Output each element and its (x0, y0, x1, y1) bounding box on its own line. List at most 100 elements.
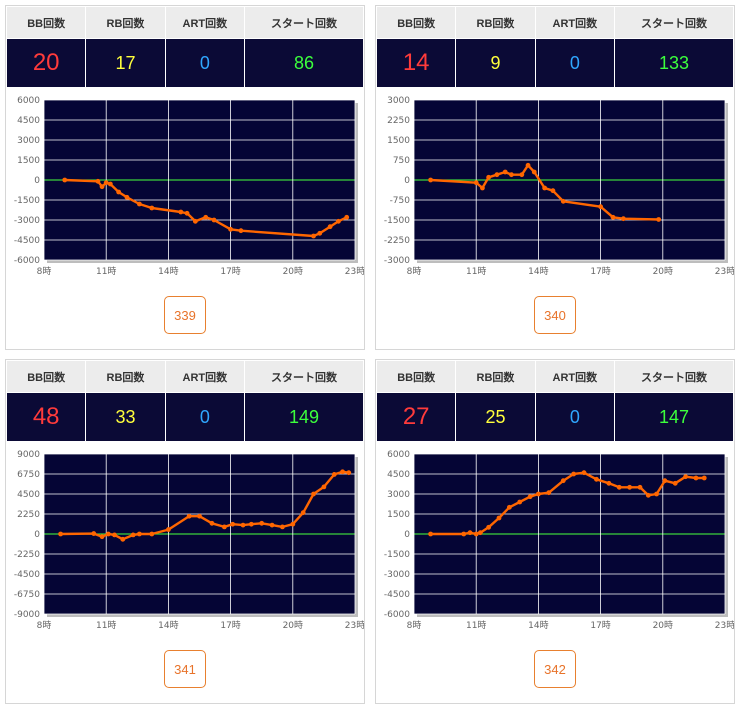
data-point (560, 198, 566, 204)
data-point (228, 226, 234, 232)
y-tick-label: 4500 (17, 490, 40, 500)
rb-count: 33 (85, 392, 166, 442)
data-point (494, 172, 500, 178)
data-point (683, 474, 689, 480)
data-point (107, 181, 113, 187)
x-tick-label: 23時 (345, 620, 364, 631)
data-point (461, 531, 467, 537)
x-tick-label: 14時 (528, 620, 548, 631)
machine-card-340: BB回数 RB回数 ART回数 スタート回数 14 9 0 133 3000 22… (375, 5, 735, 350)
machine-number-button[interactable]: 341 (164, 650, 206, 688)
y-tick-label: 0 (404, 176, 410, 186)
rb-count: 25 (455, 392, 536, 442)
data-point (581, 470, 587, 476)
data-point (480, 185, 485, 191)
data-point (542, 185, 548, 191)
data-point (621, 216, 626, 222)
machine-number-button[interactable]: 339 (164, 296, 206, 334)
data-point (149, 205, 155, 211)
rb-header: RB回数 (455, 6, 536, 39)
data-point (509, 172, 514, 178)
data-point (519, 172, 525, 178)
data-point (124, 194, 130, 200)
data-point (428, 177, 433, 183)
x-tick-label: 14時 (528, 266, 548, 277)
data-point (517, 499, 523, 505)
art-count: 0 (534, 38, 616, 88)
data-point (344, 214, 350, 220)
data-point (428, 531, 433, 537)
y-tick-label: 750 (393, 156, 410, 166)
x-tick-label: 14時 (158, 266, 178, 277)
data-point (269, 522, 275, 528)
data-point (99, 184, 105, 190)
data-point (130, 532, 136, 538)
stats-table: BB回数 RB回数 ART回数 スタート回数 20 17 0 86 (5, 6, 364, 88)
data-point (120, 536, 126, 542)
data-point (105, 531, 111, 537)
data-point (95, 178, 101, 184)
data-point (637, 484, 643, 490)
data-point (610, 214, 616, 220)
x-tick-label: 17時 (590, 266, 610, 277)
y-tick-label: 0 (34, 176, 40, 186)
start-header: スタート回数 (244, 6, 364, 39)
y-tick-label: 1500 (387, 136, 410, 146)
start-header: スタート回数 (614, 360, 734, 393)
data-point (259, 520, 265, 526)
y-tick-label: -1500 (384, 550, 410, 560)
y-tick-label: 6000 (387, 450, 410, 460)
data-point (317, 230, 323, 236)
x-tick-label: 8時 (37, 620, 52, 631)
y-tick-label: -4500 (14, 236, 40, 246)
y-tick-label: -9000 (14, 610, 40, 620)
data-point (311, 233, 316, 239)
rb-count: 9 (455, 38, 536, 88)
y-tick-label: -4500 (14, 570, 40, 580)
machine-number-button[interactable]: 340 (534, 296, 576, 334)
data-point (112, 532, 117, 538)
data-point (290, 521, 296, 527)
start-header: スタート回数 (614, 6, 734, 39)
data-point (662, 478, 668, 484)
y-tick-label: 2250 (17, 510, 40, 520)
x-tick-label: 11時 (96, 266, 116, 277)
y-tick-label: -6750 (14, 590, 40, 600)
data-point (103, 180, 109, 186)
data-point (149, 531, 155, 537)
y-tick-label: 6750 (17, 470, 40, 480)
bb-count: 20 (5, 38, 87, 88)
data-point (550, 188, 556, 194)
data-point (300, 510, 306, 516)
rb-header: RB回数 (85, 360, 166, 393)
data-point (186, 513, 192, 519)
data-point (627, 484, 633, 490)
art-header: ART回数 (164, 6, 246, 39)
bb-header: BB回数 (5, 6, 87, 39)
data-point (336, 218, 341, 224)
start-count: 86 (244, 38, 364, 88)
data-point (467, 530, 473, 536)
data-point (571, 471, 577, 477)
y-tick-label: -2250 (384, 236, 410, 246)
bb-header: BB回数 (375, 360, 457, 393)
y-tick-label: 2250 (387, 116, 410, 126)
data-point (240, 522, 246, 528)
data-point (248, 521, 254, 527)
data-point (525, 162, 531, 168)
machine-number-button[interactable]: 342 (534, 650, 576, 688)
x-tick-label: 8時 (407, 266, 422, 277)
rb-count: 17 (85, 38, 166, 88)
start-count: 147 (614, 392, 734, 442)
data-point (178, 209, 184, 215)
bb-count: 14 (375, 38, 457, 88)
data-point (701, 475, 707, 481)
data-point (166, 527, 171, 532)
art-header: ART回数 (534, 6, 616, 39)
y-tick-label: 4500 (17, 116, 40, 126)
data-point (645, 492, 651, 498)
y-tick-label: 0 (34, 530, 40, 540)
data-point (616, 484, 622, 490)
start-count: 133 (614, 38, 734, 88)
data-point (331, 472, 337, 477)
